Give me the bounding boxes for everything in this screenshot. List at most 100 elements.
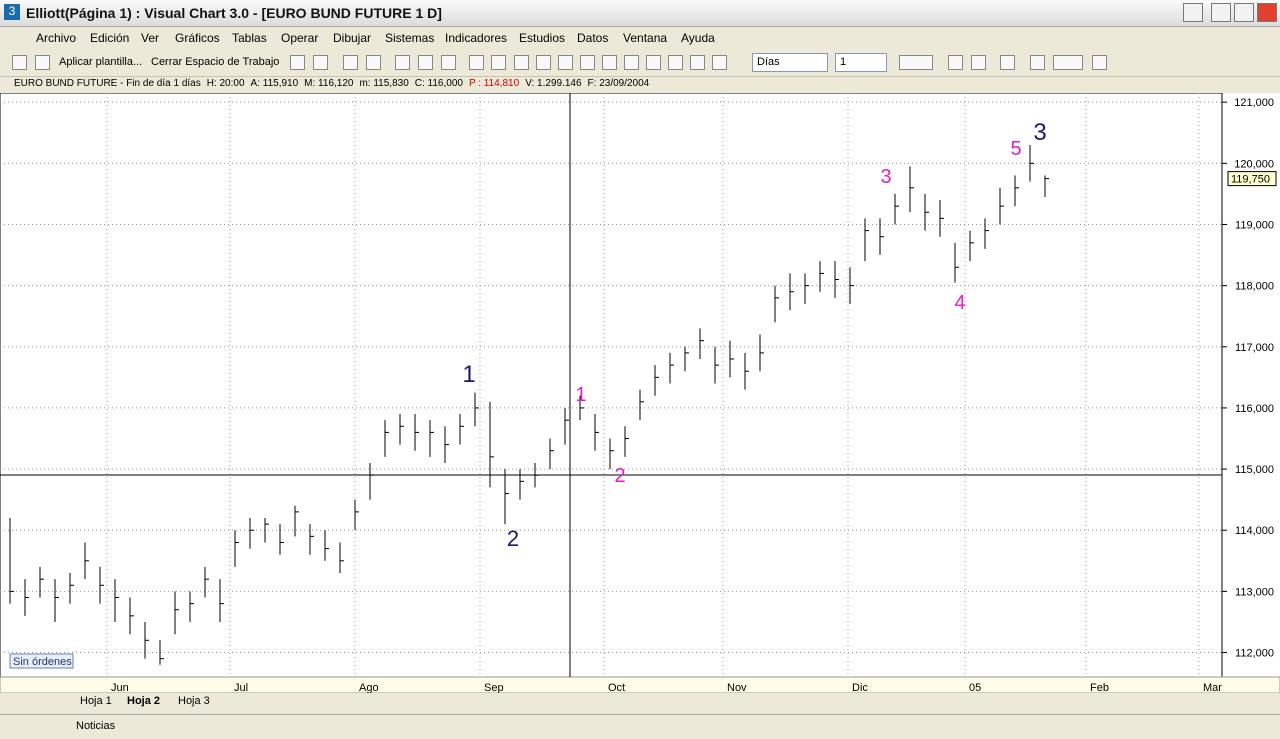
info-item: P : 114,810 bbox=[468, 78, 520, 89]
tool-icon[interactable] bbox=[668, 55, 683, 70]
zoom-in[interactable] bbox=[971, 55, 986, 70]
x-tick-label: Ago bbox=[359, 682, 379, 693]
cursor-tool[interactable] bbox=[1030, 55, 1045, 70]
tool-icon[interactable] bbox=[395, 55, 410, 70]
wave-label: 2 bbox=[614, 465, 625, 487]
tool-icon[interactable] bbox=[602, 55, 617, 70]
info-bar: EURO BUND FUTURE - Fin de día 1 días H: 2… bbox=[0, 78, 1280, 93]
plot-area bbox=[0, 93, 1223, 678]
color-tool[interactable] bbox=[1053, 55, 1083, 70]
tool-icon[interactable] bbox=[491, 55, 506, 70]
apply-template-button[interactable]: Aplicar plantilla... bbox=[59, 56, 143, 68]
wave-label: 2 bbox=[507, 526, 519, 551]
x-axis-area bbox=[0, 676, 1280, 693]
menu-item[interactable]: Gráficos bbox=[175, 31, 220, 45]
x-tick-label: Nov bbox=[727, 682, 747, 693]
tool-icon[interactable] bbox=[290, 55, 305, 70]
tool-icon[interactable] bbox=[580, 55, 595, 70]
tool-icon[interactable] bbox=[536, 55, 551, 70]
menu-item[interactable]: Archivo bbox=[36, 31, 77, 45]
y-tick-label: 115,000 bbox=[1235, 464, 1274, 476]
info-item: H: 20:00 bbox=[206, 78, 245, 89]
menu-item[interactable]: Ver bbox=[141, 31, 160, 45]
info-item: C: 116,000 bbox=[414, 78, 463, 89]
wave-label: 1 bbox=[575, 384, 586, 406]
tool-icon[interactable] bbox=[712, 55, 727, 70]
menu-item[interactable]: Ayuda bbox=[681, 31, 715, 45]
sheet-tab[interactable]: Hoja 2 bbox=[127, 695, 161, 707]
wave-label: 1 bbox=[462, 361, 475, 388]
menu-item[interactable]: Ventana bbox=[623, 31, 668, 45]
tool-icon[interactable] bbox=[313, 55, 328, 70]
open-icon[interactable] bbox=[12, 55, 27, 70]
tool-icon[interactable] bbox=[624, 55, 639, 70]
news-label[interactable]: Noticias bbox=[76, 720, 116, 732]
tool-icon[interactable] bbox=[690, 55, 705, 70]
zoom-out[interactable] bbox=[948, 55, 963, 70]
chart: 112,000 113,000 114,000 115,000 116,000 117,0… bbox=[0, 93, 1280, 693]
wave-label: 5 bbox=[1010, 138, 1021, 160]
menu-item[interactable]: Dibujar bbox=[333, 31, 372, 45]
sheet-tab[interactable]: Hoja 3 bbox=[178, 695, 210, 707]
window-title: Elliott(Página 1) : Visual Chart 3.0 - [… bbox=[26, 5, 442, 21]
x-tick-label: Mar bbox=[1203, 682, 1222, 693]
app-icon: 3 bbox=[4, 4, 20, 20]
sheet-tab[interactable]: Hoja 1 bbox=[80, 695, 112, 707]
y-tick-label: 112,000 bbox=[1235, 648, 1274, 660]
minimize-button[interactable] bbox=[1211, 3, 1231, 22]
chart-type-select[interactable] bbox=[899, 55, 933, 70]
layout-tool[interactable] bbox=[1092, 55, 1107, 70]
x-tick-label: Dic bbox=[852, 682, 868, 693]
info-item: V: 1.299.146 bbox=[525, 78, 582, 89]
tool-icon[interactable] bbox=[343, 55, 358, 70]
y-tick-label: 116,000 bbox=[1235, 403, 1274, 415]
tool-icon[interactable] bbox=[418, 55, 433, 70]
tool-icon[interactable] bbox=[646, 55, 661, 70]
menu-item[interactable]: Operar bbox=[281, 31, 319, 45]
y-tick-label: 117,000 bbox=[1235, 342, 1274, 354]
menu-item[interactable]: Edición bbox=[90, 31, 130, 45]
sheet-tabs: Hoja 1 Hoja 2 Hoja 3 bbox=[0, 693, 1280, 711]
y-tick-label: 120,000 bbox=[1234, 158, 1274, 170]
menu-item[interactable]: Datos bbox=[577, 31, 609, 45]
tool-icon[interactable] bbox=[366, 55, 381, 70]
template-icon[interactable] bbox=[35, 55, 50, 70]
close-workspace-button[interactable]: Cerrar Espacio de Trabajo bbox=[151, 56, 280, 68]
tool-icon[interactable] bbox=[514, 55, 529, 70]
close-button[interactable] bbox=[1257, 3, 1277, 22]
x-tick-label: Feb bbox=[1090, 682, 1109, 693]
orders-label: Sin órdenes bbox=[13, 656, 72, 668]
restore-button[interactable] bbox=[1183, 3, 1203, 22]
x-tick-label: Jul bbox=[234, 682, 248, 693]
y-tick-label: 118,000 bbox=[1235, 281, 1274, 293]
maximize-button[interactable] bbox=[1234, 3, 1254, 22]
info-item: F: 23/09/2004 bbox=[587, 78, 650, 89]
info-item: m: 115,830 bbox=[359, 78, 409, 89]
wave-label: 4 bbox=[954, 292, 965, 314]
tool-icon[interactable] bbox=[558, 55, 573, 70]
x-tick-label: 05 bbox=[969, 682, 981, 693]
tool-icon[interactable] bbox=[441, 55, 456, 70]
menu-item[interactable]: Sistemas bbox=[385, 31, 435, 45]
wave-label: 3 bbox=[880, 166, 891, 188]
info-item: M: 116,120 bbox=[304, 78, 354, 89]
status-bar: Noticias bbox=[0, 714, 1280, 739]
title-bar: 3 Elliott(Página 1) : Visual Chart 3.0 -… bbox=[0, 0, 1280, 27]
info-item: A: 115,910 bbox=[250, 78, 299, 89]
period-select[interactable]: Días bbox=[752, 53, 828, 72]
menu-item[interactable]: Indicadores bbox=[445, 31, 508, 45]
last-price-box bbox=[1227, 171, 1277, 187]
menu-item[interactable]: Tablas bbox=[232, 31, 267, 45]
orders-box bbox=[9, 653, 74, 669]
tool-icon[interactable] bbox=[469, 55, 484, 70]
menu-bar: Archivo Edición Ver Gráficos Tablas Operar Dib… bbox=[0, 27, 1280, 50]
toolbar: Aplicar plantilla... Cerrar Espacio de T… bbox=[0, 50, 1280, 77]
y-tick-label: 114,000 bbox=[1235, 525, 1274, 537]
x-tick-label: Jun bbox=[111, 682, 129, 693]
menu-item[interactable]: Estudios bbox=[519, 31, 566, 45]
y-tick-label: 119,000 bbox=[1235, 219, 1274, 231]
period-count-select[interactable]: 1 bbox=[835, 53, 887, 72]
y-axis-area bbox=[1222, 93, 1280, 677]
tool-icon[interactable] bbox=[1000, 55, 1015, 70]
